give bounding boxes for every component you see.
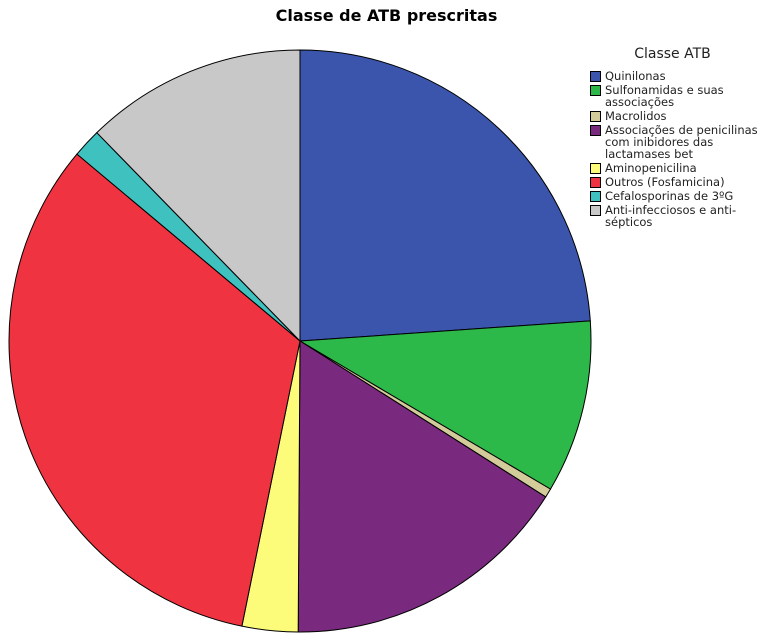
- legend-title: Classe ATB: [634, 46, 711, 62]
- pie-slice: [96, 49, 301, 343]
- pie-slice: [299, 49, 591, 342]
- legend-swatch: [590, 191, 601, 202]
- legend-label: Cefalosporinas de 3ºG: [605, 189, 734, 203]
- legend-label: Associações de penicilinas com inibidore…: [605, 123, 758, 161]
- legend-label: Macrolidos: [605, 109, 667, 123]
- legend-item: Associações de penicilinas com inibidore…: [590, 124, 770, 160]
- legend-swatch: [590, 205, 601, 216]
- legend-label: Aminopenicilina: [605, 161, 697, 175]
- legend-label: Outros (Fosfamicina): [605, 175, 725, 189]
- legend-item: Anti-infecciosos e anti-sépticos: [590, 204, 770, 228]
- legend-item: Sulfonamidas e suas associações: [590, 84, 770, 108]
- legend-label: Sulfonamidas e suas associações: [605, 83, 724, 109]
- legend-label: Anti-infecciosos e anti-sépticos: [605, 203, 737, 229]
- legend-swatch: [590, 111, 601, 122]
- legend-item: Aminopenicilina: [590, 162, 770, 174]
- legend-swatch: [590, 177, 601, 188]
- legend-item: Cefalosporinas de 3ºG: [590, 190, 770, 202]
- pie-slice: [297, 340, 547, 633]
- legend-swatch: [590, 71, 601, 82]
- legend-item: Outros (Fosfamicina): [590, 176, 770, 188]
- legend-item: Quinilonas: [590, 70, 770, 82]
- legend-swatch: [590, 85, 601, 96]
- chart-title: Classe de ATB prescritas: [275, 6, 498, 25]
- pie-slice: [8, 153, 301, 627]
- legend-swatch: [590, 163, 601, 174]
- legend-swatch: [590, 125, 601, 136]
- pie-slice: [298, 320, 592, 490]
- legend: Classe ATB Quinilonas Sulfonamidas e suas…: [590, 46, 770, 230]
- legend-label: Quinilonas: [605, 69, 666, 83]
- legend-item: Macrolidos: [590, 110, 770, 122]
